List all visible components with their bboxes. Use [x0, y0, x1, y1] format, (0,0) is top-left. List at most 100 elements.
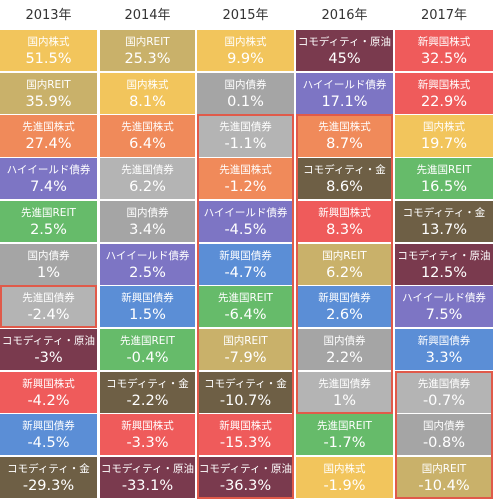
ranking-cell: ハイイールド債券 7.4% [0, 158, 97, 200]
asset-name: 先進国REIT [416, 164, 472, 177]
ranking-cell: 先進国REIT 16.5% [395, 158, 493, 200]
asset-name: 先進国REIT [218, 292, 273, 305]
ranking-cell: 新興国債券 1.5% [100, 286, 195, 328]
return-value: -10.4% [418, 478, 470, 494]
ranking-cell: 先進国株式 27.4% [0, 115, 97, 157]
ranking-cell: 新興国債券 3.3% [395, 328, 493, 371]
year-header-4: 2017年 [420, 8, 468, 23]
ranking-cell: コモディティ・原油 12.5% [395, 243, 493, 285]
return-value: 2.6% [326, 307, 363, 324]
ranking-cell: 国内REIT 25.3% [100, 30, 195, 72]
asset-name: 新興国株式 [417, 78, 471, 91]
ranking-cell: 新興国株式 -4.2% [0, 371, 97, 413]
return-value: 8.3% [326, 221, 363, 238]
asset-name: コモディティ・原油 [1, 334, 96, 347]
asset-name: 先進国債券 [219, 121, 272, 134]
asset-name: コモディティ・原油 [198, 463, 293, 475]
ranking-cell: 新興国株式 -3.3% [100, 414, 195, 456]
asset-name: コモディティ・原油 [100, 463, 195, 475]
asset-name: 先進国債券 [121, 164, 174, 177]
asset-name: 国内株式 [224, 36, 267, 48]
return-value: -4.5% [27, 435, 70, 452]
ranking-cell: ハイイールド債券 17.1% [296, 72, 393, 114]
return-value: -0.7% [422, 392, 466, 409]
asset-name: 国内REIT [223, 334, 268, 347]
asset-name: 先進国株式 [219, 164, 272, 177]
return-value: 1% [332, 392, 356, 409]
return-value: 2.2% [326, 349, 363, 366]
return-value: 3.4% [129, 221, 166, 238]
ranking-cell: コモディティ・金 13.7% [395, 200, 493, 242]
ranking-cell: コモディティ・金 -29.3% [0, 457, 97, 499]
asset-name: 先進国債券 [22, 292, 75, 305]
return-value: 8.7% [326, 136, 363, 153]
return-value: 13.7% [420, 221, 468, 238]
return-value: -4.5% [224, 221, 267, 238]
return-value: -10.7% [219, 392, 272, 409]
asset-name: 新興国株式 [22, 377, 75, 390]
ranking-cell: 先進国株式 -1.2% [197, 158, 294, 200]
return-value: -1.9% [323, 478, 366, 494]
return-value: 2.5% [30, 221, 67, 238]
ranking-cell: 国内株式 9.9% [197, 30, 294, 72]
ranking-cell: 国内債券 1% [0, 243, 97, 285]
return-value: -3.3% [126, 435, 169, 452]
return-value: 7.4% [30, 179, 67, 196]
ranking-cell: 国内債券 0.1% [197, 72, 294, 114]
year-header-3: 2016年 [321, 8, 368, 23]
return-value: -29.3% [22, 478, 75, 494]
return-value: 19.7% [420, 136, 468, 153]
return-value: 17.1% [321, 93, 368, 110]
asset-name: コモディティ・金 [204, 377, 287, 390]
ranking-cell: 国内REIT -10.4% [395, 457, 493, 499]
return-value: 25.3% [124, 51, 171, 67]
asset-name: 先進国株式 [318, 121, 371, 134]
asset-name: 新興国株式 [318, 206, 371, 219]
ranking-cell: 国内REIT 35.9% [0, 72, 97, 114]
asset-name: 国内債券 [126, 206, 169, 219]
return-value: 1% [36, 264, 60, 281]
ranking-cell: 新興国債券 2.6% [296, 286, 393, 328]
asset-name: 新興国株式 [219, 420, 272, 433]
ranking-cell: ハイイールド債券 7.5% [395, 286, 493, 328]
return-value: 51.5% [25, 51, 72, 67]
asset-name: 新興国株式 [417, 36, 471, 48]
ranking-cell: 先進国REIT -6.4% [197, 286, 294, 328]
ranking-cell: 先進国REIT -1.7% [296, 414, 393, 456]
ranking-cell: 新興国株式 32.5% [395, 30, 493, 72]
asset-name: コモディティ・金 [402, 206, 486, 219]
ranking-cell: ハイイールド債券 -4.5% [197, 200, 294, 242]
ranking-cell: 先進国株式 6.4% [100, 115, 195, 157]
asset-name: 先進国REIT [120, 334, 175, 347]
return-value: -3% [34, 349, 63, 366]
return-value: 12.5% [420, 264, 468, 281]
return-value: -33.1% [121, 478, 174, 494]
return-value: 2.5% [129, 264, 166, 281]
asset-name: 国内株式 [423, 121, 465, 134]
ranking-cell: 国内債券 -0.8% [395, 414, 493, 456]
return-value: 7.5% [425, 307, 463, 324]
asset-name: 先進国債券 [417, 377, 471, 390]
return-value: 9.9% [227, 51, 264, 67]
asset-name: 国内REIT [125, 36, 170, 48]
return-value: 0.1% [227, 93, 264, 110]
ranking-cell: 先進国株式 8.7% [296, 115, 393, 157]
asset-name: コモディティ・原油 [397, 249, 491, 262]
return-value: 32.5% [420, 51, 468, 67]
ranking-cell: 新興国株式 8.3% [296, 200, 393, 242]
asset-name: コモディティ・原油 [297, 36, 392, 48]
ranking-cell: 国内REIT -7.9% [197, 328, 294, 371]
asset-name: 先進国債券 [318, 377, 371, 390]
return-value: 16.5% [420, 179, 468, 196]
ranking-cell: コモディティ・原油 45% [296, 30, 393, 72]
ranking-cell: コモディティ・原油 -36.3% [197, 457, 294, 499]
asset-name: 国内債券 [323, 334, 366, 347]
year-header-2: 2015年 [222, 8, 269, 23]
asset-name: コモディティ・金 [303, 164, 386, 177]
return-value: 27.4% [25, 136, 72, 153]
asset-name: ハイイールド債券 [302, 78, 387, 91]
ranking-cell: 先進国REIT 2.5% [0, 200, 97, 242]
asset-name: 先進国株式 [121, 121, 174, 134]
asset-name: 国内株式 [323, 463, 366, 475]
